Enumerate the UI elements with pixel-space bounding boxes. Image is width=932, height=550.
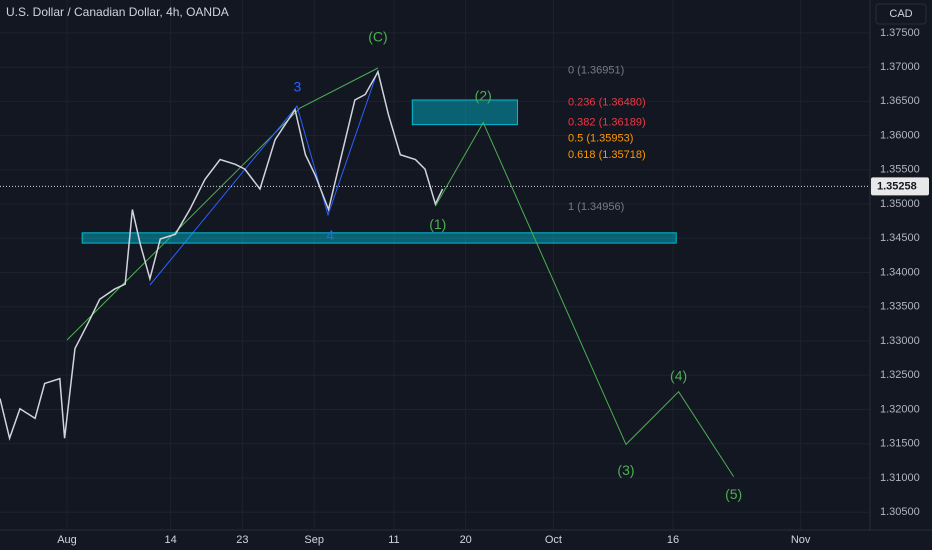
y-tick-label: 1.33000 [880,335,920,347]
wave-label: (3) [617,462,634,478]
price-line [434,121,735,477]
y-tick-label: 1.32500 [880,369,920,381]
y-tick-label: 1.36000 [880,129,920,141]
fib-label: 0.618 (1.35718) [568,149,646,161]
wave-label: (1) [429,216,446,232]
wave-line [149,69,379,286]
wave-label: 4 [326,227,334,243]
x-tick-label: Nov [791,534,811,546]
price-zone [81,232,677,244]
currency-label[interactable]: CAD [889,8,912,20]
chart-title: U.S. Dollar / Canadian Dollar, 4h, OANDA [6,5,229,19]
y-tick-label: 1.37000 [880,61,920,73]
y-tick-label: 1.31500 [880,438,920,450]
price-line [0,69,444,441]
y-tick-label: 1.35500 [880,164,920,176]
wave-label: (2) [475,87,492,103]
y-tick-label: 1.33500 [880,301,920,313]
y-tick-label: 1.34500 [880,232,920,244]
price-zone [411,99,519,126]
y-tick-label: 1.35000 [880,198,920,210]
y-tick-label: 1.30500 [880,506,920,518]
wave-label: (4) [670,367,687,383]
x-tick-label: 20 [460,534,472,546]
x-tick-label: Oct [545,534,562,546]
last-price-label: 1.35258 [877,180,917,192]
y-tick-label: 1.36500 [880,95,920,107]
x-tick-label: 16 [667,534,679,546]
fib-label: 1 (1.34956) [568,201,624,213]
x-tick-label: 11 [388,534,399,546]
x-tick-label: Sep [304,534,324,546]
x-tick-label: 14 [165,534,177,546]
fib-label: 0.5 (1.35953) [568,133,633,145]
y-tick-label: 1.31000 [880,472,920,484]
fib-label: 0.236 (1.36480) [568,97,646,109]
y-tick-label: 1.34000 [880,266,920,278]
wave-label: 3 [294,78,302,94]
currency-button[interactable] [875,3,927,25]
fib-label: 0 (1.36951) [568,64,624,76]
y-tick-label: 1.37500 [880,27,920,39]
x-tick-label: Aug [57,534,77,546]
wave-label: (5) [725,486,742,502]
x-tick-label: 23 [236,534,248,546]
fib-label: 0.382 (1.36189) [568,117,646,129]
y-tick-label: 1.32000 [880,403,920,415]
wave-label: (C) [368,28,387,44]
last-price-box [871,177,929,196]
